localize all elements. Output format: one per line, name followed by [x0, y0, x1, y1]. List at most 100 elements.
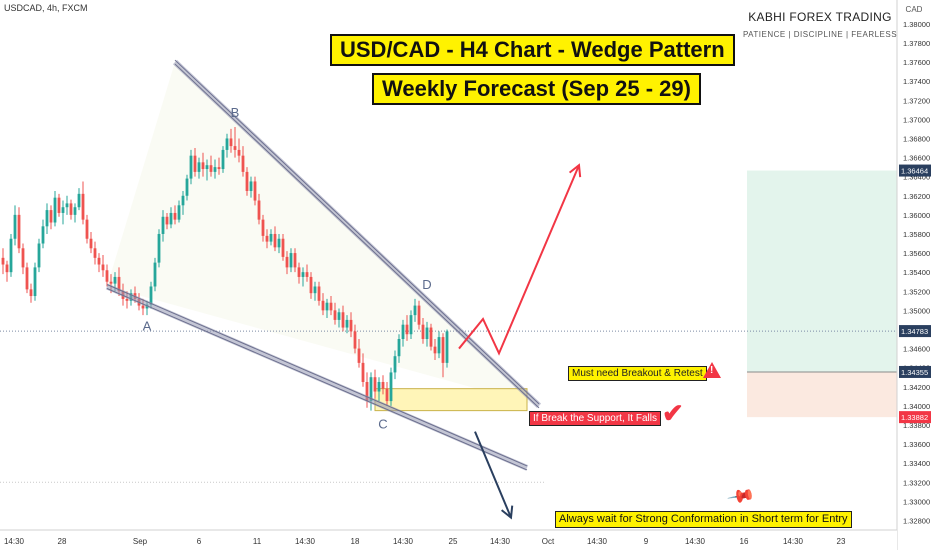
candle-body: [445, 331, 449, 363]
wedge-upper-line-band: [172, 59, 542, 409]
candle-body: [53, 197, 57, 223]
y-tick-label: 1.33800: [903, 421, 930, 430]
y-tick-label: 1.33600: [903, 440, 930, 449]
candle-body: [97, 257, 101, 265]
y-tick-label: 1.34000: [903, 402, 930, 411]
candle-body: [149, 286, 153, 305]
candle-body: [61, 207, 65, 213]
candle-body: [205, 165, 209, 170]
wedge-lower-line-edge-bottom: [106, 288, 528, 471]
stop-zone: [747, 371, 897, 418]
wedge-shade: [107, 62, 539, 406]
candle-body: [257, 200, 261, 220]
candle-body: [49, 210, 53, 223]
candle-body: [389, 372, 393, 402]
candle-body: [117, 276, 121, 292]
x-tick-label: 14:30: [4, 537, 25, 546]
candle-body: [161, 216, 165, 234]
x-tick-label: 11: [253, 537, 262, 546]
candle-body: [65, 203, 69, 208]
y-tick-label: 1.35600: [903, 249, 930, 258]
candle-body: [429, 327, 433, 347]
candle-body: [377, 381, 381, 392]
candle-body: [305, 272, 309, 277]
candle-body: [361, 362, 365, 382]
candle-body: [217, 167, 221, 170]
x-tick-label: 14:30: [393, 537, 414, 546]
candle-body: [125, 298, 129, 301]
candle-body: [253, 181, 257, 201]
bearish-forecast-arrow-head: [501, 505, 514, 520]
candle-body: [181, 195, 185, 206]
x-tick-label: 14:30: [490, 537, 511, 546]
y-tick-label: 1.37600: [903, 58, 930, 67]
candle-body: [321, 300, 325, 311]
candle-body: [89, 238, 93, 249]
x-tick-label: 14:30: [685, 537, 706, 546]
candle-body: [309, 276, 313, 294]
candle-body: [5, 264, 9, 273]
candle-body: [273, 233, 277, 248]
y-tick-label: 1.34200: [903, 383, 930, 392]
candle-body: [245, 171, 249, 191]
candle-body: [249, 181, 253, 191]
y-tick-label: 1.37400: [903, 77, 930, 86]
support-note: If Break the Support, It Falls: [529, 411, 661, 426]
candle-body: [353, 331, 357, 349]
candle-body: [57, 197, 61, 213]
candle-body: [313, 286, 317, 294]
candle-body: [177, 205, 181, 220]
candle-body: [153, 262, 157, 287]
wedge-upper-line-edge-bottom: [174, 63, 540, 409]
candle-body: [73, 207, 77, 215]
price-tag: [899, 164, 931, 177]
candle-body: [401, 324, 405, 340]
price-tag: [899, 365, 931, 378]
price-tag-label: 1.36464: [901, 167, 928, 176]
candle-body: [45, 210, 49, 227]
x-tick-label: 14:30: [587, 537, 608, 546]
bullish-forecast-arrow-head: [568, 163, 582, 178]
breakout-note: Must need Breakout & Retest: [568, 366, 707, 381]
candle-body: [297, 267, 301, 277]
candle-body: [233, 146, 237, 150]
candle-body: [333, 310, 337, 320]
y-tick-label: 1.36800: [903, 134, 930, 143]
candle-body: [189, 155, 193, 179]
wave-point-a: A: [143, 318, 152, 333]
price-tag-label: 1.34783: [901, 327, 928, 336]
candle-body: [381, 381, 385, 389]
candle-body: [349, 319, 353, 332]
candle-body: [105, 270, 109, 282]
candle-body: [169, 212, 173, 225]
wave-point-d: D: [422, 277, 431, 292]
candle-body: [269, 233, 273, 242]
symbol-label: USDCAD, 4h, FXCM: [4, 3, 88, 13]
candle-body: [37, 243, 41, 268]
candle-body: [437, 337, 441, 354]
candle-body: [405, 324, 409, 335]
candle-body: [1, 257, 5, 265]
candle-body: [325, 302, 329, 311]
candle-body: [21, 248, 25, 268]
candle-body: [261, 219, 265, 236]
y-tick-label: 1.34600: [903, 345, 930, 354]
candle-body: [109, 281, 113, 284]
candle-body: [397, 339, 401, 357]
y-tick-label: 1.37000: [903, 115, 930, 124]
candle-body: [185, 178, 189, 196]
wave-point-c: C: [378, 417, 387, 432]
y-tick-label: 1.36600: [903, 154, 930, 163]
y-tick-label: 1.35400: [903, 268, 930, 277]
candle-body: [229, 138, 233, 147]
candle-body: [293, 253, 297, 268]
check-icon: ✔: [662, 398, 684, 428]
x-tick-label: Oct: [542, 537, 555, 546]
y-tick-label: 1.35000: [903, 306, 930, 315]
candle-body: [41, 226, 45, 244]
candle-body: [241, 155, 245, 172]
y-tick-label: 1.33000: [903, 497, 930, 506]
candle-body: [77, 193, 81, 208]
candle-body: [165, 216, 169, 225]
